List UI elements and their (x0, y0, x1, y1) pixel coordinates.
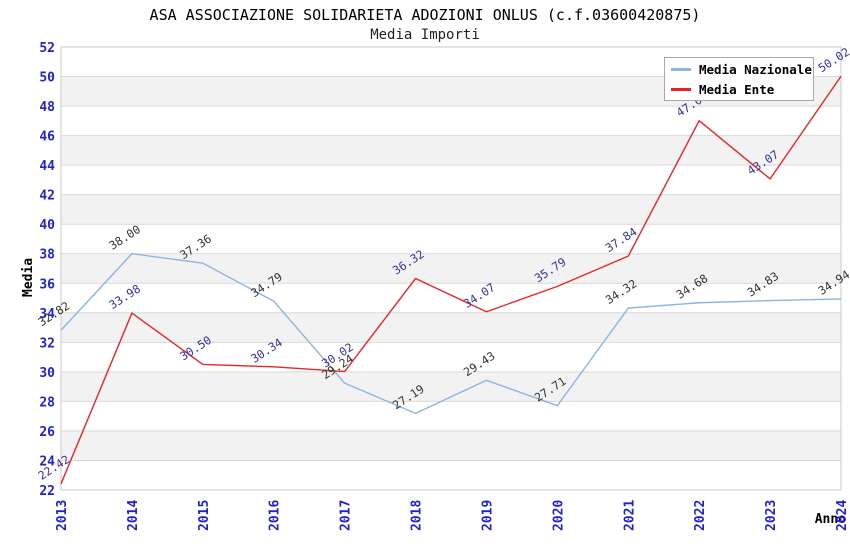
plot-band (61, 194, 841, 225)
series-line-media-nazionale (60, 252, 842, 415)
plot-band (61, 253, 841, 284)
legend: Media Nazionale Media Ente (664, 57, 814, 101)
y-axis-title: Media (21, 258, 36, 297)
legend-item-label: Media Ente (699, 81, 775, 97)
legend-item-label: Media Nazionale (699, 61, 812, 77)
legend-item-media-nazionale: Media Nazionale (671, 61, 812, 77)
plot-band (61, 460, 841, 490)
y-tick-label: 52 (39, 41, 55, 56)
x-tick-label: 2017 (339, 500, 354, 531)
x-tick-label: 2022 (693, 500, 708, 531)
y-tick-label: 30 (39, 366, 55, 381)
x-tick-label: 2019 (480, 500, 495, 531)
x-tick-label: 2014 (126, 500, 141, 531)
plot-band (61, 430, 841, 461)
plot-band (61, 312, 841, 343)
legend-item-media-ente: Media Ente (671, 81, 807, 97)
x-tick-label: 2015 (197, 500, 212, 531)
x-tick-label: 2023 (764, 500, 779, 531)
plot-border (60, 46, 842, 491)
line-swatch-icon (671, 87, 691, 91)
plot-band (61, 135, 841, 166)
y-tick-label: 44 (39, 159, 55, 174)
y-tick-label: 34 (39, 307, 55, 322)
plot-band (61, 283, 841, 313)
y-tick-label: 46 (39, 130, 55, 145)
y-tick-label: 48 (39, 100, 55, 115)
x-tick-label: 2013 (55, 500, 70, 531)
y-tick-label: 42 (39, 189, 55, 204)
plot-band (61, 106, 841, 136)
x-tick-label: 2016 (268, 500, 283, 531)
x-tick-label: 2021 (622, 500, 637, 531)
x-tick-label: 2024 (835, 500, 850, 531)
line-swatch-icon (671, 67, 691, 71)
y-tick-label: 28 (39, 395, 55, 410)
y-tick-label: 36 (39, 277, 55, 292)
chart-title: ASA ASSOCIAZIONE SOLIDARIETA ADOZIONI ON… (149, 6, 701, 24)
y-tick-label: 32 (39, 336, 55, 351)
series-line-media-ente (60, 75, 842, 485)
y-tick-label: 38 (39, 248, 55, 263)
chart-subtitle: Media Importi (370, 27, 480, 43)
x-tick-label: 2020 (551, 500, 566, 531)
x-axis-title: Anno (815, 512, 846, 527)
y-tick-label: 22 (39, 484, 55, 499)
y-tick-label: 40 (39, 218, 55, 233)
y-tick-label: 26 (39, 425, 55, 440)
plot-band (61, 401, 841, 431)
plot-band (61, 165, 841, 195)
plot-band (61, 342, 841, 372)
y-tick-label: 50 (39, 71, 55, 86)
x-tick-label: 2018 (410, 500, 425, 531)
plot-band (61, 224, 841, 254)
y-tick-label: 24 (39, 454, 55, 469)
